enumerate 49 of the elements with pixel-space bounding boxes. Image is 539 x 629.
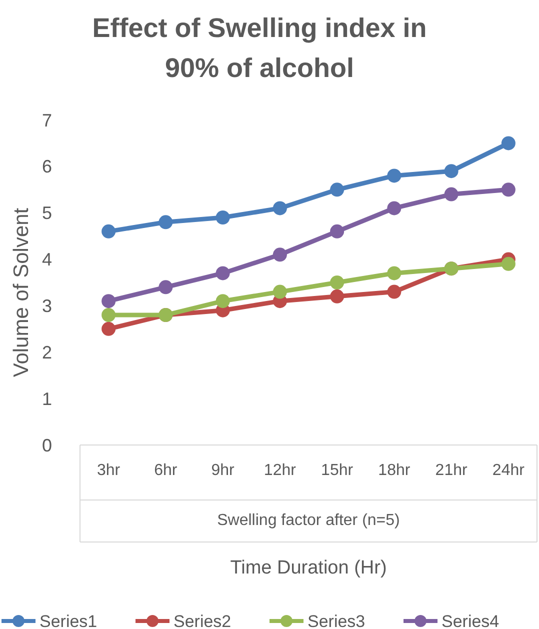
x-tick-label: 12hr <box>264 462 297 479</box>
point <box>387 284 402 299</box>
y-tick-label: 4 <box>42 250 52 270</box>
point <box>272 248 287 262</box>
point <box>501 256 516 271</box>
point <box>501 136 516 150</box>
point <box>216 210 230 224</box>
legend-label: Series1 <box>40 612 98 629</box>
legend-label: Series2 <box>174 612 232 629</box>
x-tick-label: 9hr <box>211 462 236 479</box>
y-tick-label: 1 <box>42 388 52 409</box>
point <box>102 322 116 336</box>
y-tick-label: 5 <box>42 203 52 224</box>
x-tick-label: 6hr <box>154 462 178 479</box>
legend-label: Series3 <box>308 612 366 629</box>
y-tick-label: 7 <box>42 110 52 130</box>
y-axis-title: Volume of Solvent <box>10 208 33 378</box>
point <box>444 164 458 178</box>
x-tick-label: 21hr <box>435 462 468 479</box>
point <box>387 168 402 183</box>
point <box>102 294 116 308</box>
y-tick-label: 2 <box>42 342 52 362</box>
point <box>387 266 402 280</box>
point <box>216 266 230 280</box>
x-tick-label: 24hr <box>492 462 526 479</box>
point <box>272 201 287 216</box>
point <box>216 294 230 308</box>
y-tick-label: 3 <box>42 296 52 316</box>
point <box>330 224 344 238</box>
point <box>158 215 173 230</box>
y-tick-label: 0 <box>42 435 52 456</box>
x-tick-label: 3hr <box>97 462 121 479</box>
point <box>330 289 344 304</box>
point <box>330 182 344 197</box>
legend-label: Series4 <box>442 612 500 629</box>
point <box>387 201 402 216</box>
point <box>501 182 516 197</box>
point <box>102 308 116 322</box>
point <box>330 276 344 290</box>
point <box>444 187 458 202</box>
point <box>102 224 116 238</box>
text: Swelling factor after (n=5) <box>217 512 400 529</box>
x-tick-label: 15hr <box>321 462 354 479</box>
x-axis-title: Time Duration (Hr) <box>230 557 387 578</box>
point <box>158 280 173 294</box>
x-tick-label: 18hr <box>378 462 411 479</box>
chart-title: Effect of Swelling index in 90% of alcohol <box>92 13 427 83</box>
point <box>272 284 287 299</box>
y-tick-label: 6 <box>42 156 52 177</box>
